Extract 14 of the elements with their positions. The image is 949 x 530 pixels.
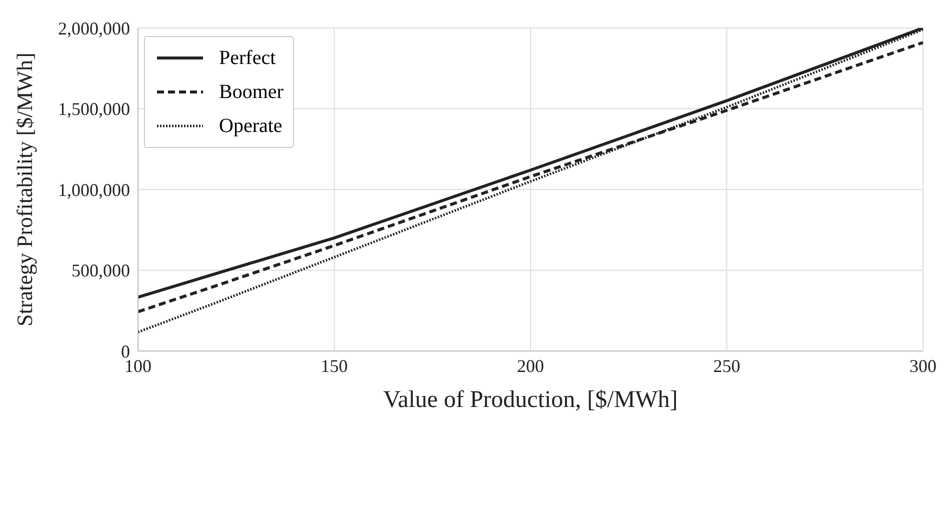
x-tick-label: 150: [320, 356, 348, 376]
y-tick-label: 0: [121, 341, 130, 362]
x-tick-label: 300: [910, 356, 936, 376]
legend-label: Operate: [219, 114, 282, 138]
legend-label: Perfect: [219, 46, 276, 70]
y-tick-label: 1,000,000: [58, 180, 130, 200]
y-tick-label: 500,000: [72, 260, 130, 281]
x-axis-title: Value of Production, [$/MWh]: [383, 387, 678, 413]
y-tick-label: 1,500,000: [58, 99, 130, 120]
x-tick-label: 250: [713, 356, 740, 376]
y-tick-label: 2,000,000: [58, 18, 130, 38]
legend-label: Boomer: [219, 80, 284, 104]
x-tick-label: 200: [517, 356, 544, 376]
y-axis-title: Strategy Profitability [$/MWh]: [12, 52, 37, 326]
